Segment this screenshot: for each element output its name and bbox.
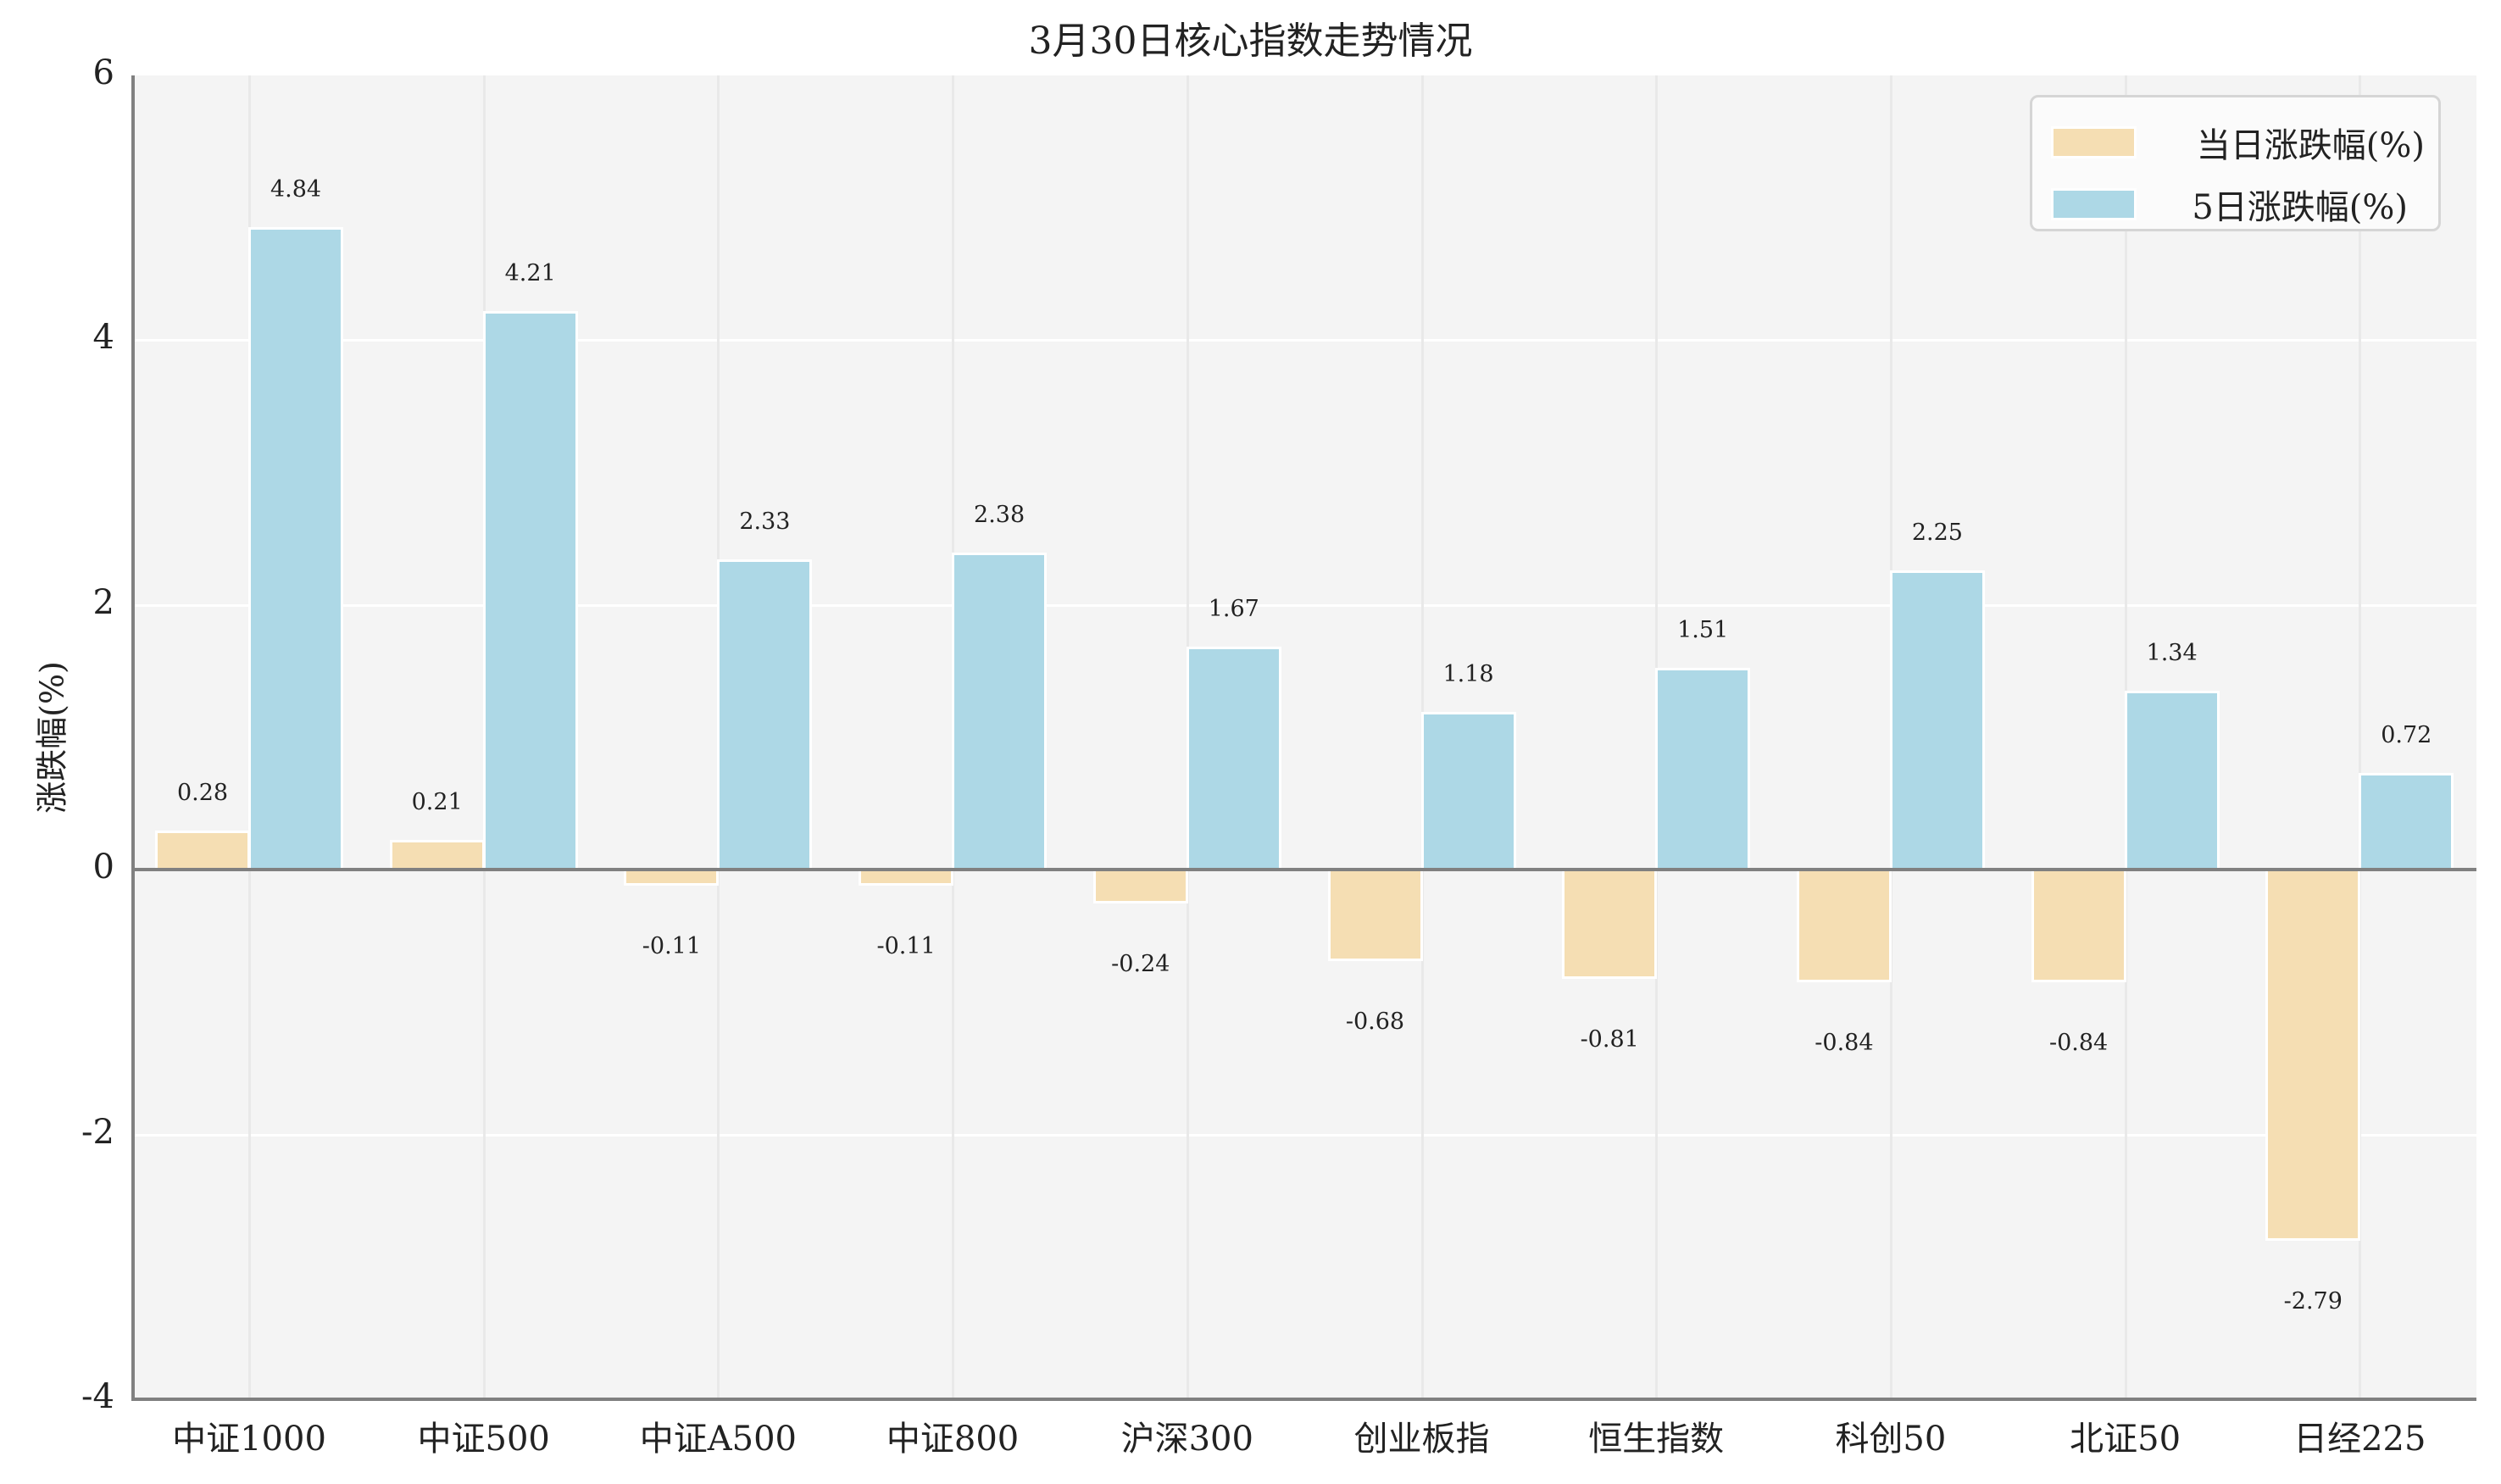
bar-five-day [482,310,578,872]
y-axis-label: 涨跌幅(%) [33,661,71,814]
bar-five-day [1186,647,1281,872]
legend-label-five-day: 5日涨跌幅(%) [2192,188,2408,227]
value-label: -0.11 [642,933,702,960]
value-label: 4.84 [270,176,322,203]
bar-five-day [952,553,1048,872]
h-gridline [133,1133,2476,1137]
value-label: 0.21 [411,789,463,816]
bar-daily [1092,868,1188,903]
value-label: 0.72 [2381,721,2432,748]
v-gridline [2359,75,2362,1399]
bar-five-day [1420,711,1516,872]
bar-five-day [2359,772,2454,872]
y-tick-label: 2 [92,582,114,622]
h-gridline [133,339,2476,342]
value-label: 1.67 [1208,596,1259,623]
value-label: 1.18 [1442,660,1494,687]
bar-daily [1327,868,1423,962]
bar-five-day [2124,690,2220,872]
legend-item-daily: 当日涨跌幅(%) [2032,113,2438,165]
value-label: -0.24 [1111,950,1170,977]
value-label: 4.21 [504,259,556,286]
y-tick-label: 0 [92,848,114,887]
value-label: 2.25 [1911,519,1963,546]
legend-label-daily: 当日涨跌幅(%) [2196,126,2425,165]
value-label: 0.28 [176,780,229,807]
bar-five-day [1889,570,1985,872]
x-tick-label: 中证A500 [639,1420,797,1459]
bar-daily [2031,868,2126,983]
y-tick-label: 6 [92,53,114,92]
bar-daily [2265,868,2361,1241]
value-label: 2.33 [739,509,791,536]
bar-daily [155,831,250,872]
legend-swatch-daily [2051,126,2137,158]
y-axis-line [131,75,135,1401]
x-tick-label: 中证1000 [172,1420,326,1459]
bar-five-day [248,227,343,872]
x-tick-label: 日经225 [2293,1420,2426,1459]
value-label: -0.84 [1815,1030,1874,1057]
y-tick-label: -4 [81,1377,114,1416]
value-label: 2.38 [974,502,1025,529]
x-tick-label: 恒生指数 [1588,1420,1725,1459]
x-axis-line [131,1398,2476,1401]
zero-line [133,868,2476,872]
value-label: 1.51 [1677,617,1729,644]
x-tick-label: 沪深300 [1120,1420,1253,1459]
x-tick-label: 创业板指 [1353,1420,1490,1459]
bar-daily [1796,868,1892,983]
value-label: -0.81 [1580,1025,1639,1053]
h-gridline [133,603,2476,607]
bar-daily [389,840,485,872]
x-tick-label: 中证800 [886,1420,1020,1459]
chart-title: 3月30日核心指数走势情况 [1028,19,1473,63]
value-label: 1.34 [2146,639,2198,666]
y-tick-label: -2 [81,1112,114,1152]
legend: 当日涨跌幅(%) 5日涨跌幅(%) [2030,95,2441,231]
x-tick-label: 科创50 [1835,1420,1947,1459]
bar-five-day [717,559,813,872]
value-label: -2.79 [2283,1287,2343,1314]
value-label: -0.68 [1345,1009,1405,1036]
value-label: -0.84 [2048,1030,2109,1057]
legend-swatch-five-day [2051,188,2137,220]
x-tick-label: 中证500 [417,1420,550,1459]
legend-item-five-day: 5日涨跌幅(%) [2032,175,2438,227]
value-label: -0.11 [876,933,936,960]
bar-five-day [1655,668,1751,872]
bar-daily [1562,868,1658,979]
y-tick-label: 4 [92,318,114,358]
x-tick-label: 北证50 [2070,1420,2181,1459]
